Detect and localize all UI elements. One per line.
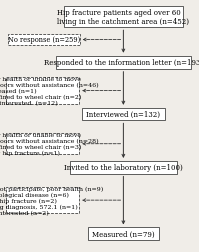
FancyBboxPatch shape — [6, 134, 79, 155]
FancyBboxPatch shape — [8, 35, 80, 46]
Text: Responded to the information letter (n=193): Responded to the information letter (n=1… — [44, 59, 199, 67]
FancyBboxPatch shape — [88, 228, 159, 240]
FancyBboxPatch shape — [82, 108, 165, 121]
FancyBboxPatch shape — [70, 161, 177, 174]
Text: Did not participate, poor health (n=9)
Neurological disease (n=6)
New hip fractu: Did not participate, poor health (n=9) N… — [0, 186, 103, 215]
FancyBboxPatch shape — [6, 188, 79, 213]
Text: No response (n=259): No response (n=259) — [8, 36, 80, 44]
Text: Hip fracture patients aged over 60
living in the catchment area (n=452): Hip fracture patients aged over 60 livin… — [57, 9, 189, 26]
FancyBboxPatch shape — [64, 7, 183, 28]
Text: Poor health or unable to move
outdoors without assistance (n=46)
Deceased (n=1)
: Poor health or unable to move outdoors w… — [0, 77, 99, 106]
Text: Invited to the laboratory (n=100): Invited to the laboratory (n=100) — [64, 164, 183, 172]
Text: Measured (n=79): Measured (n=79) — [92, 230, 155, 238]
Text: Poor health or unable to move
outdoors without assistance (n=28)
Confined to whe: Poor health or unable to move outdoors w… — [0, 133, 99, 156]
Text: Interviewed (n=132): Interviewed (n=132) — [86, 111, 160, 119]
FancyBboxPatch shape — [56, 56, 191, 70]
FancyBboxPatch shape — [6, 78, 79, 104]
